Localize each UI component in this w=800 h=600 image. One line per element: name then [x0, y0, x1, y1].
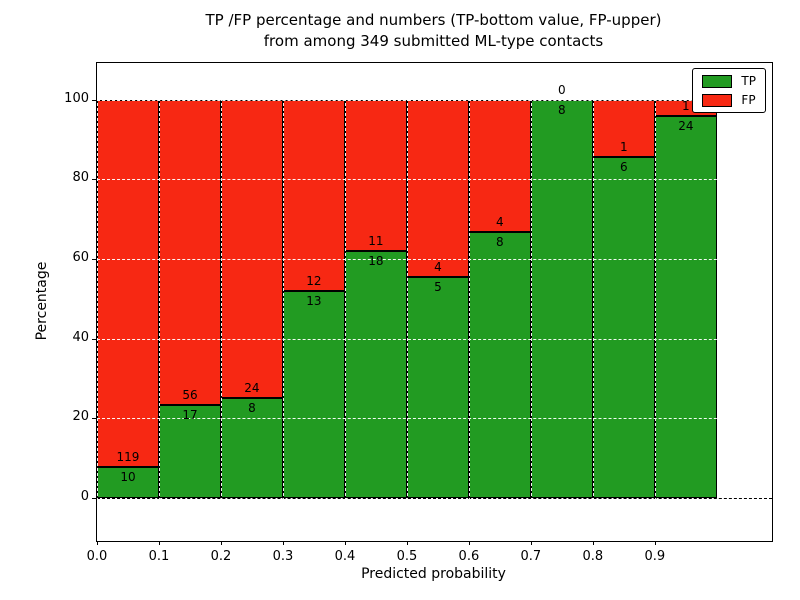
chart-title-line2: from among 349 submitted ML-type contact…	[263, 32, 604, 50]
tp-count-label: 5	[434, 279, 442, 294]
tp-count-label: 18	[368, 253, 384, 268]
tp-count-label: 24	[678, 118, 694, 133]
gridline-horizontal	[97, 418, 772, 420]
x-tick-mark	[344, 541, 346, 545]
fp-bar-segment	[344, 99, 407, 251]
fp-bar-segment	[97, 99, 159, 468]
gridline-vertical	[654, 63, 656, 541]
y-tick-label: 40	[72, 329, 89, 345]
x-tick-mark	[158, 541, 160, 545]
plot-area: TP FP 119 10 56 17 24 8 12 13 11 18 4 5 4 8 0 8 1 6 1 24 0.0 0…	[64, 62, 773, 564]
gridline-vertical	[406, 63, 408, 541]
chart-title-line1: TP /FP percentage and numbers (TP-bottom…	[205, 11, 662, 29]
gridline-horizontal	[97, 179, 772, 181]
y-tick-mark	[92, 338, 96, 340]
zero-gridline	[97, 497, 772, 499]
tp-bar-segment	[158, 405, 221, 498]
tp-bar-segment	[97, 467, 159, 498]
x-tick-mark	[468, 541, 470, 545]
x-tick-mark	[282, 541, 284, 545]
x-tick-mark	[406, 541, 408, 545]
fp-count-label: 12	[306, 273, 322, 288]
tp-bar-segment	[344, 250, 407, 498]
y-tick-label: 0	[80, 488, 89, 504]
fp-count-label: 11	[368, 233, 384, 248]
tp-count-label: 8	[248, 401, 256, 416]
gridline-vertical	[468, 63, 470, 541]
fp-count-label: 0	[558, 82, 566, 97]
x-tick-mark	[592, 541, 594, 545]
y-tick-mark	[92, 179, 96, 181]
x-tick-mark	[530, 541, 532, 545]
tp-count-label: 8	[496, 235, 504, 250]
x-tick-label: 0.6	[458, 549, 480, 564]
gridline-vertical	[592, 63, 594, 541]
x-tick-mark	[97, 541, 98, 545]
y-tick-mark	[92, 418, 96, 420]
gridline-vertical	[282, 63, 284, 541]
y-axis-label: Percentage	[34, 261, 50, 341]
tp-bar-segment	[654, 115, 717, 498]
y-tick-label: 80	[72, 170, 89, 186]
tp-bar-segment	[530, 99, 593, 498]
fp-count-label: 1	[620, 139, 628, 154]
tp-bar-segment	[406, 276, 469, 498]
legend-label-fp: FP	[741, 93, 756, 107]
legend: TP FP	[692, 68, 766, 113]
gridline-vertical	[158, 63, 160, 541]
legend-entry-fp: FP	[702, 93, 756, 107]
tp-bar-segment	[592, 156, 655, 498]
y-tick-label: 100	[64, 90, 89, 106]
x-tick-mark	[654, 541, 656, 545]
tp-bar-segment	[468, 232, 531, 498]
x-tick-label: 0.8	[582, 549, 604, 564]
legend-label-tp: TP	[741, 74, 756, 88]
fp-bar-segment	[406, 99, 469, 277]
tp-bar-segment	[282, 290, 345, 498]
fp-count-label: 1	[682, 98, 690, 113]
x-tick-label: 0.3	[272, 549, 294, 564]
x-tick-label: 0.2	[210, 549, 232, 564]
gridline-horizontal	[97, 99, 772, 101]
x-tick-label: 0.0	[86, 549, 108, 564]
x-axis-label: Predicted probability	[361, 566, 506, 582]
fp-count-label: 4	[496, 215, 504, 230]
legend-entry-tp: TP	[702, 74, 756, 88]
x-tick-label: 0.5	[396, 549, 418, 564]
y-tick-mark	[92, 258, 96, 260]
y-tick-mark	[92, 497, 96, 499]
fp-count-label: 56	[182, 388, 198, 403]
gridline-vertical	[530, 63, 532, 541]
tp-count-label: 13	[306, 293, 322, 308]
tp-count-label: 17	[182, 408, 198, 423]
tp-count-label: 10	[120, 470, 136, 485]
x-tick-label: 0.7	[520, 549, 542, 564]
fp-count-label: 4	[434, 259, 442, 274]
fp-bar-segment	[220, 99, 283, 399]
gridline-vertical	[220, 63, 222, 541]
fp-bar-segment	[468, 99, 531, 233]
x-tick-label: 0.4	[334, 549, 356, 564]
y-tick-label: 60	[72, 249, 89, 265]
gridline-vertical	[97, 63, 98, 541]
x-tick-label: 0.1	[148, 549, 170, 564]
y-tick-mark	[92, 99, 96, 101]
tp-count-label: 8	[558, 102, 566, 117]
fp-count-label: 119	[116, 450, 140, 465]
y-tick-label: 20	[72, 409, 89, 425]
chart-title: TP /FP percentage and numbers (TP-bottom…	[96, 10, 771, 52]
gridline-horizontal	[97, 338, 772, 340]
fp-bar-segment	[592, 99, 655, 157]
legend-swatch-fp	[702, 93, 733, 107]
fp-count-label: 24	[244, 381, 260, 396]
x-tick-label: 0.9	[644, 549, 666, 564]
gridline-vertical	[344, 63, 346, 541]
x-tick-mark	[220, 541, 222, 545]
gridline-horizontal	[97, 258, 772, 260]
tp-count-label: 6	[620, 159, 628, 174]
fp-bar-segment	[158, 99, 221, 406]
fp-bar-segment	[282, 99, 345, 291]
legend-swatch-tp	[702, 74, 733, 88]
